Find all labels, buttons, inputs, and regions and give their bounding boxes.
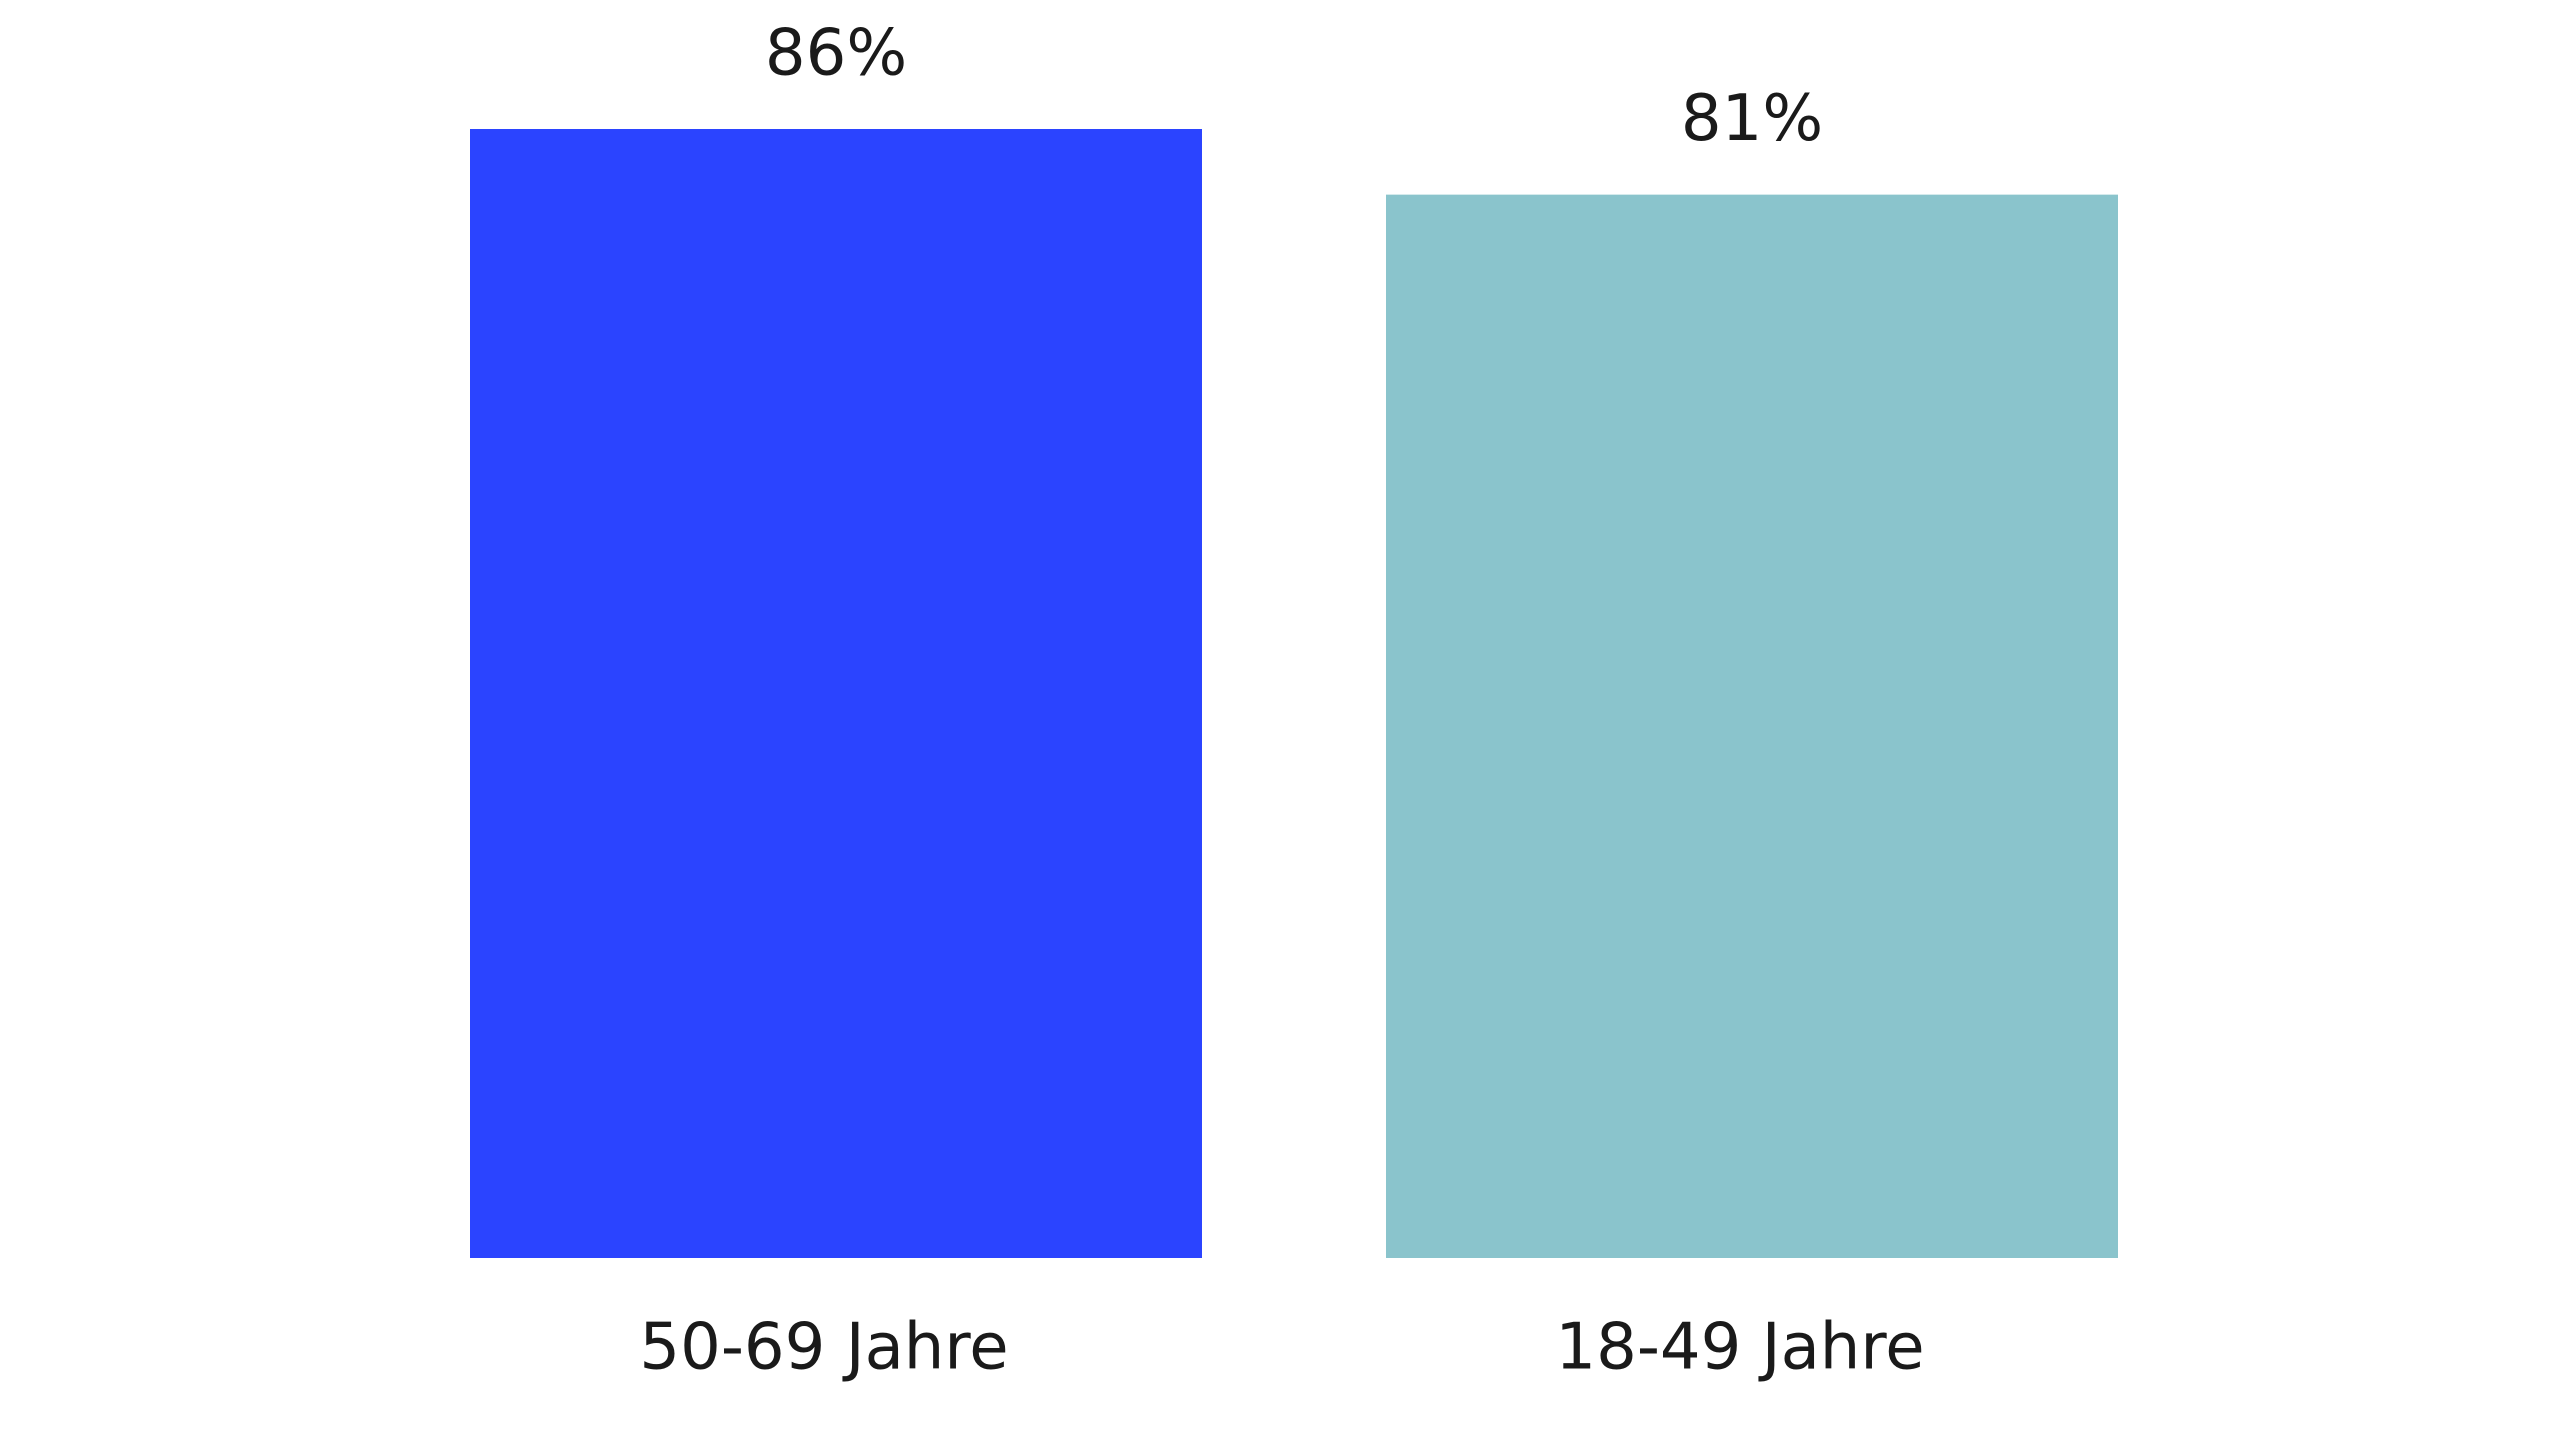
bar: [470, 129, 1202, 1258]
bar: [1386, 194, 2118, 1259]
x-tick-label: 18-49 Jahre: [1555, 1311, 1924, 1385]
x-tick-label: 50-69 Jahre: [639, 1311, 1008, 1385]
value-label: 81%: [1681, 82, 1823, 156]
value-label: 86%: [765, 17, 907, 91]
